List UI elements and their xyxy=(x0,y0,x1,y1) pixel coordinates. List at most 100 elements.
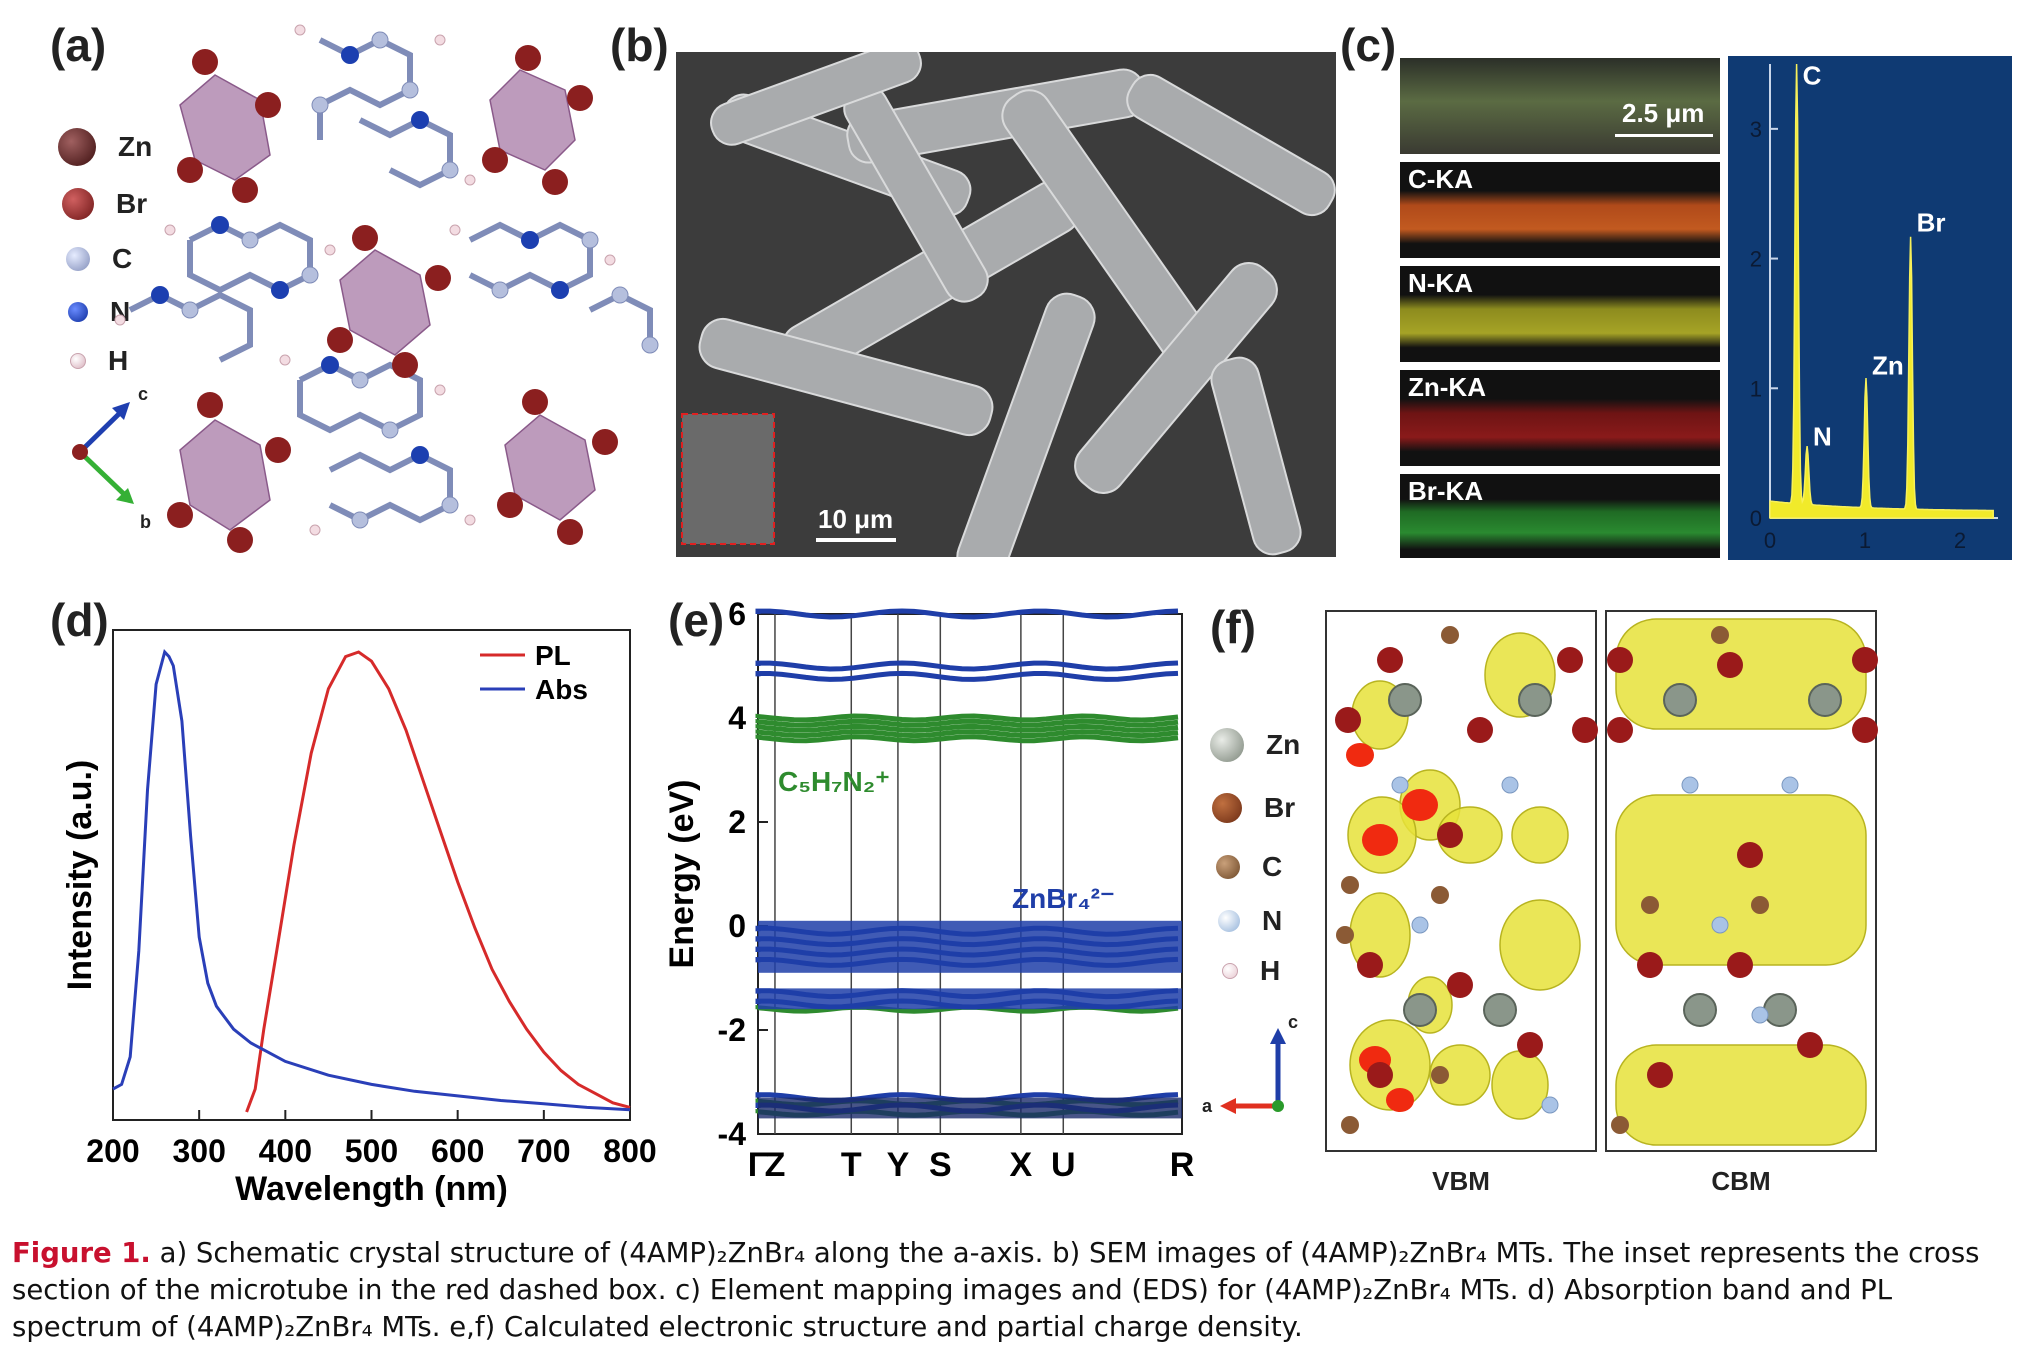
eds-x-tick-label: 0 xyxy=(1764,528,1776,553)
axis-c-f: c xyxy=(1288,1012,1298,1032)
band-green xyxy=(755,713,1179,723)
c-atoms xyxy=(1336,626,1769,1134)
series-abs-line xyxy=(112,648,631,1112)
series-pl-line xyxy=(245,650,631,1113)
figure-caption: Figure 1. a) Schematic crystal structure… xyxy=(12,1235,2007,1346)
label-organic-bands: C₅H₇N₂⁺ xyxy=(778,766,890,797)
x-tick-label: 300 xyxy=(172,1133,225,1169)
axis-c-label: c xyxy=(138,384,148,404)
f-legend-zn: Zn xyxy=(1210,728,1300,762)
band-blue xyxy=(755,670,1179,682)
x-tick-label: 800 xyxy=(603,1133,656,1169)
legend-abs-label: Abs xyxy=(535,674,588,705)
eds-y-tick-label: 0 xyxy=(1750,506,1762,531)
eds-spectrum: 0 1 2 3 0 1 2 C N Zn Br xyxy=(1728,56,2012,560)
scale-bar-c xyxy=(1615,134,1713,137)
y-tick-label: 4 xyxy=(728,700,746,736)
f-legend-h: H xyxy=(1222,955,1280,987)
vbm-title: VBM xyxy=(1432,1166,1490,1196)
k-label: S xyxy=(929,1146,952,1184)
k-label: X xyxy=(1010,1146,1033,1184)
band-block-vbm xyxy=(758,920,1182,973)
panel-a-structure: c b xyxy=(72,24,659,553)
x-tick-label: 400 xyxy=(259,1133,312,1169)
axes-indicator: c b xyxy=(72,384,151,532)
k-label: Y xyxy=(887,1146,910,1184)
legend-zn: Zn xyxy=(58,128,152,166)
composite-map: 2.5 μm xyxy=(1400,58,1720,154)
y-tick-label: -4 xyxy=(718,1116,747,1152)
chart-d: 200 300 400 500 600 700 800 Wavelength (nm) Inte… xyxy=(61,629,657,1208)
zn-atoms xyxy=(1388,683,1842,1027)
legend-h: H xyxy=(70,345,128,377)
bromine-atoms xyxy=(167,45,618,553)
band-block-deep xyxy=(758,1097,1182,1119)
k-label: R xyxy=(1170,1146,1195,1184)
y-tick-label: 2 xyxy=(728,804,746,840)
y-axis-title: Energy (eV) xyxy=(663,780,701,969)
band-block-low xyxy=(758,988,1182,1010)
y-tick-label: -2 xyxy=(718,1012,746,1048)
k-label: Γ xyxy=(748,1146,768,1184)
x-axis-title: Wavelength (nm) xyxy=(235,1170,508,1208)
eds-plot-area: 0 1 2 3 0 1 2 C N Zn Br xyxy=(1750,60,1998,553)
legend-c: C xyxy=(66,243,132,275)
y-axis-title: Intensity (a.u.) xyxy=(61,760,99,990)
sem-image: 10 μm xyxy=(676,52,1336,557)
x-tick-label: 700 xyxy=(517,1133,570,1169)
band-blue xyxy=(755,608,1179,620)
band-green xyxy=(755,734,1179,744)
band-blue xyxy=(755,660,1179,672)
nitrogen-atoms xyxy=(151,46,569,464)
map-n-ka: N-KA xyxy=(1400,266,1720,362)
eds-y-tick-label: 2 xyxy=(1750,247,1762,272)
carbon-atoms xyxy=(181,31,659,529)
eds-peak-n: N xyxy=(1813,422,1832,452)
map-br-ka: Br-KA xyxy=(1400,474,1720,558)
eds-y-tick-label: 3 xyxy=(1750,117,1762,142)
k-label: Z xyxy=(765,1146,786,1184)
eds-peak-br: Br xyxy=(1917,208,1946,238)
map-c-ka: C-KA xyxy=(1400,162,1720,258)
ca-axis-indicator: c a xyxy=(1202,1012,1298,1116)
eds-spectrum-fill xyxy=(1769,63,1995,519)
map-zn-ka: Zn-KA xyxy=(1400,370,1720,466)
cbm-title: CBM xyxy=(1711,1166,1770,1196)
k-label: U xyxy=(1051,1146,1076,1184)
panel-f-density: VBM CBM xyxy=(1325,610,1878,1196)
panel-e-label: (e) xyxy=(668,594,725,646)
caption-text: a) Schematic crystal structure of (4AMP)… xyxy=(12,1237,1980,1343)
eds-peak-zn: Zn xyxy=(1872,350,1904,380)
x-tick-label: 600 xyxy=(431,1133,484,1169)
axis-a-f: a xyxy=(1202,1096,1213,1116)
scale-bar-b-label: 10 μm xyxy=(818,504,894,534)
y-tick-label: 0 xyxy=(728,908,746,944)
eds-y-tick-label: 1 xyxy=(1750,376,1762,401)
panel-a-label: (a) xyxy=(50,19,107,71)
vbm-red-cores xyxy=(1346,743,1438,1112)
panel-d-label: (d) xyxy=(50,594,109,646)
inset-box xyxy=(681,413,775,545)
band-green xyxy=(755,718,1179,728)
hydrogen-atoms xyxy=(114,24,616,536)
vbm-isosurfaces xyxy=(1347,632,1581,1120)
eds-x-tick-label: 2 xyxy=(1954,528,1966,553)
sem-microtubes xyxy=(676,52,1336,557)
band-green xyxy=(755,723,1179,733)
axis-b-label: b xyxy=(140,512,151,532)
x-tick-label: 500 xyxy=(345,1133,398,1169)
eds-peak-c: C xyxy=(1803,60,1822,90)
f-legend-br: Br xyxy=(1212,792,1295,824)
f-legend-n: N xyxy=(1218,905,1282,937)
znbr4-tetrahedra xyxy=(179,69,596,531)
label-inorganic-bands: ZnBr₄²⁻ xyxy=(1012,883,1115,914)
panel-c-label: (c) xyxy=(1340,19,1397,71)
legend-br: Br xyxy=(62,188,147,220)
eds-x-tick-label: 1 xyxy=(1859,528,1871,553)
br-atoms xyxy=(1335,647,1878,1088)
x-tick-label: 200 xyxy=(86,1133,139,1169)
chart-e-frame xyxy=(757,613,1183,1135)
k-label: T xyxy=(841,1146,862,1184)
panel-b-label: (b) xyxy=(610,19,669,71)
y-tick-label: 6 xyxy=(728,600,746,632)
